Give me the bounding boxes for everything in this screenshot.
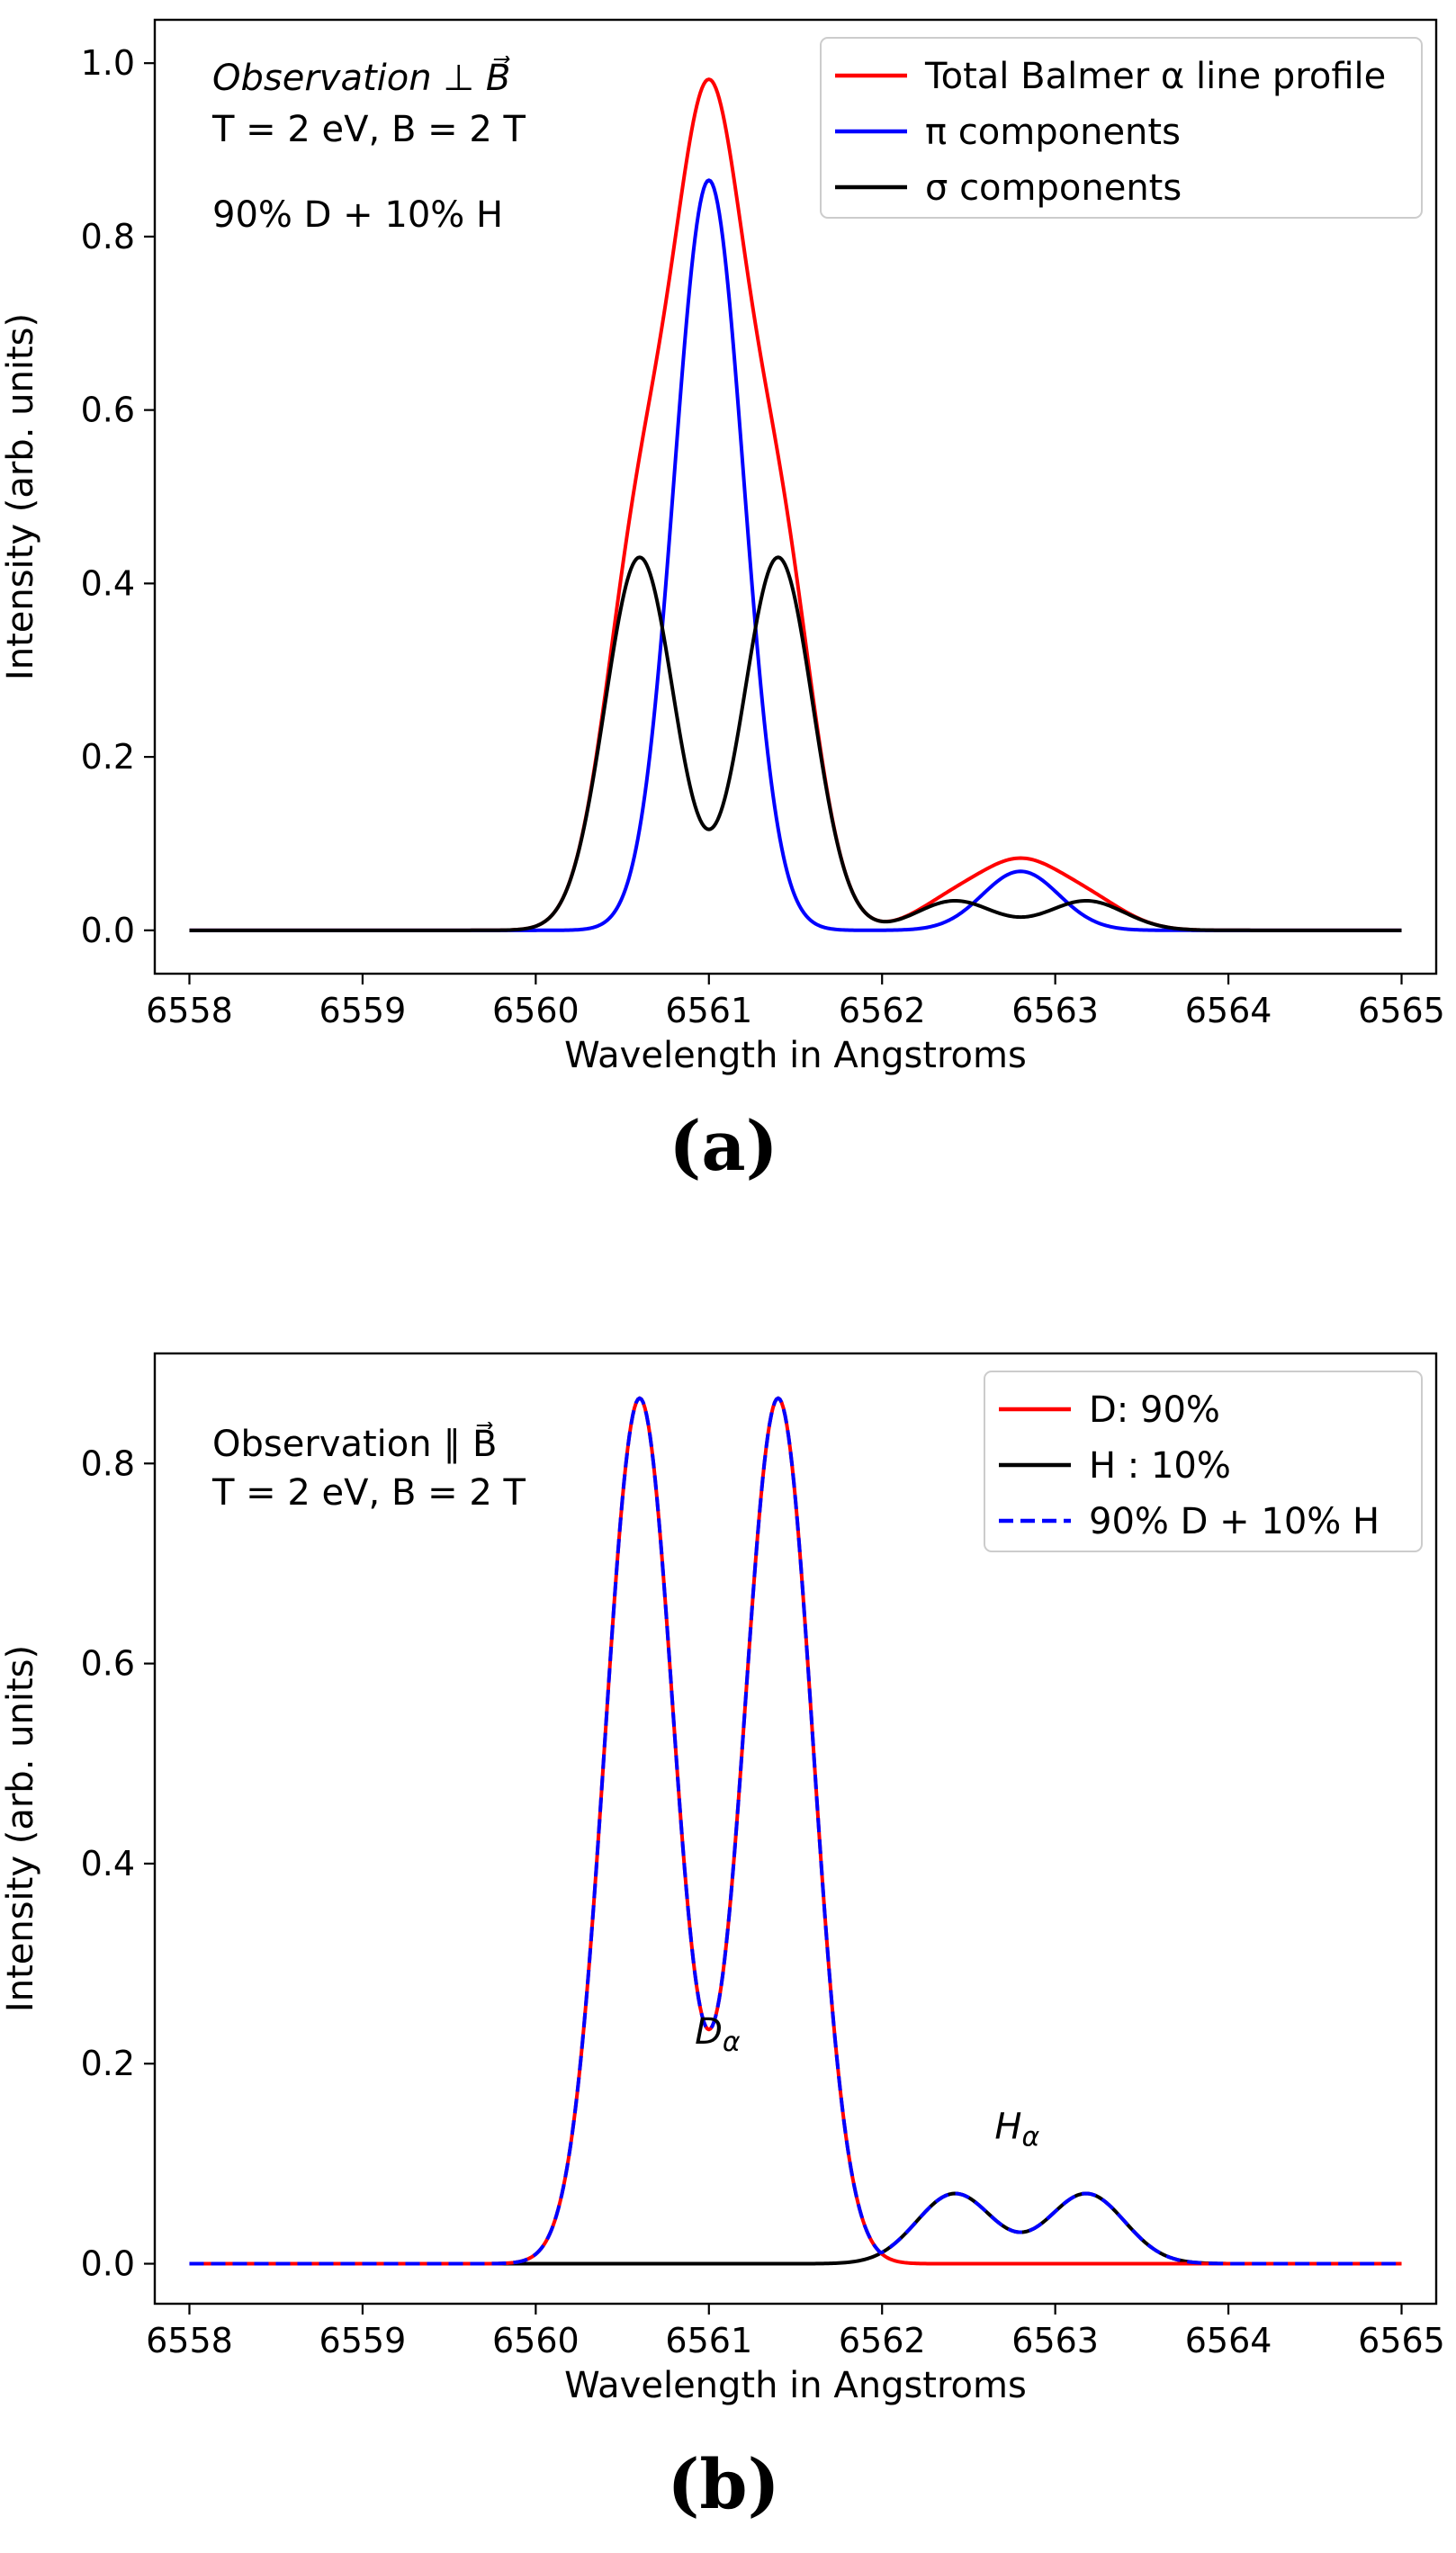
y-tick-label: 0.0 bbox=[81, 2244, 135, 2284]
y-axis-label: Intensity (arb. units) bbox=[0, 313, 41, 680]
panel-label-open: ( bbox=[669, 1106, 701, 1186]
peak-label-main: H bbox=[994, 2107, 1021, 2148]
panel-label: (a) bbox=[669, 1106, 777, 1186]
x-tick-label: 6559 bbox=[319, 2321, 407, 2360]
peak-label-main: D bbox=[695, 2011, 723, 2053]
panel-label-close: ) bbox=[746, 1106, 778, 1186]
annotation-text: Observation ∥ B⃗ bbox=[212, 1422, 497, 1465]
annotation-text: 90% D + 10% H bbox=[212, 194, 503, 236]
x-tick-label: 6563 bbox=[1011, 991, 1099, 1030]
y-axis-label: Intensity (arb. units) bbox=[0, 1645, 41, 2012]
peak-label-sub: α bbox=[723, 2027, 741, 2058]
panel-label-letter: b bbox=[699, 2444, 747, 2524]
series-line-1 bbox=[189, 2191, 1402, 2266]
x-tick-label: 6563 bbox=[1011, 2321, 1099, 2360]
series-line-1 bbox=[189, 178, 1402, 932]
x-tick-label: 6564 bbox=[1185, 991, 1272, 1030]
axes-frame bbox=[153, 18, 1438, 975]
x-tick-label: 6565 bbox=[1358, 991, 1445, 1030]
x-axis-label: Wavelength in Angstroms bbox=[564, 1035, 1027, 1076]
panel-label-open: ( bbox=[667, 2444, 699, 2524]
legend-label: π components bbox=[925, 112, 1181, 153]
y-tick-label: 0.8 bbox=[81, 1443, 135, 1483]
x-tick-label: 6565 bbox=[1358, 2321, 1445, 2360]
panel-label-letter: a bbox=[701, 1106, 745, 1186]
legend-label: H : 10% bbox=[1089, 1445, 1231, 1487]
x-tick-label: 6562 bbox=[839, 2321, 926, 2360]
x-tick-label: 6558 bbox=[146, 991, 233, 1030]
y-tick-label: 0.2 bbox=[81, 737, 135, 777]
plot-area bbox=[189, 77, 1402, 932]
series-line-2 bbox=[189, 1396, 1402, 2266]
y-tick-label: 0.4 bbox=[81, 563, 135, 603]
y-tick-label: 0.0 bbox=[81, 911, 135, 950]
legend-label: 90% D + 10% H bbox=[1089, 1501, 1380, 1542]
annotation-text: Observation ⊥ B⃗ bbox=[212, 56, 510, 99]
peak-label-sub: α bbox=[1021, 2122, 1039, 2153]
peak-label: Dα bbox=[695, 2011, 741, 2058]
y-tick-label: 0.6 bbox=[81, 391, 135, 430]
legend: Total Balmer α line profile π components σ… bbox=[820, 37, 1423, 219]
x-axis-label: Wavelength in Angstroms bbox=[564, 2365, 1027, 2406]
x-tick-label: 6559 bbox=[319, 991, 407, 1030]
panel-label: (b) bbox=[667, 2444, 779, 2524]
legend-label: Total Balmer α line profile bbox=[924, 56, 1386, 97]
legend-label: σ components bbox=[925, 167, 1182, 209]
x-tick-label: 6560 bbox=[492, 991, 580, 1030]
x-tick-label: 6564 bbox=[1185, 2321, 1272, 2360]
annotation-text: T = 2 eV, B = 2 T bbox=[211, 109, 526, 150]
panel-label-close: ) bbox=[748, 2444, 780, 2524]
axes-frame bbox=[153, 1352, 1438, 2306]
y-tick-label: 0.8 bbox=[81, 217, 135, 256]
chart-panel-a: 6558 6559 6560 6561 6562 6563 6564 6565 0.0 0.2 0.… bbox=[0, 18, 1445, 1186]
chart-panel-b: 6558 6559 6560 6561 6562 6563 6564 6565 0.0 0.2 0.… bbox=[0, 1352, 1445, 2524]
x-tick-label: 6561 bbox=[665, 2321, 752, 2360]
legend-box bbox=[984, 1371, 1423, 1552]
series-line-2 bbox=[189, 555, 1402, 932]
y-tick-label: 0.2 bbox=[81, 2044, 135, 2083]
legend: D: 90% H : 10% 90% D + 10% H bbox=[984, 1371, 1423, 1552]
peak-label: Hα bbox=[994, 2107, 1039, 2153]
annotation-text: T = 2 eV, B = 2 T bbox=[211, 1472, 526, 1514]
x-tick-label: 6562 bbox=[839, 991, 926, 1030]
y-tick-label: 0.4 bbox=[81, 1844, 135, 1883]
plot-area bbox=[189, 1396, 1402, 2266]
x-tick-label: 6560 bbox=[492, 2321, 580, 2360]
y-tick-label: 0.6 bbox=[81, 1644, 135, 1684]
legend-box bbox=[820, 37, 1423, 219]
legend-label: D: 90% bbox=[1089, 1389, 1220, 1431]
y-tick-label: 1.0 bbox=[81, 43, 135, 83]
x-tick-label: 6561 bbox=[665, 991, 752, 1030]
x-tick-label: 6558 bbox=[146, 2321, 233, 2360]
